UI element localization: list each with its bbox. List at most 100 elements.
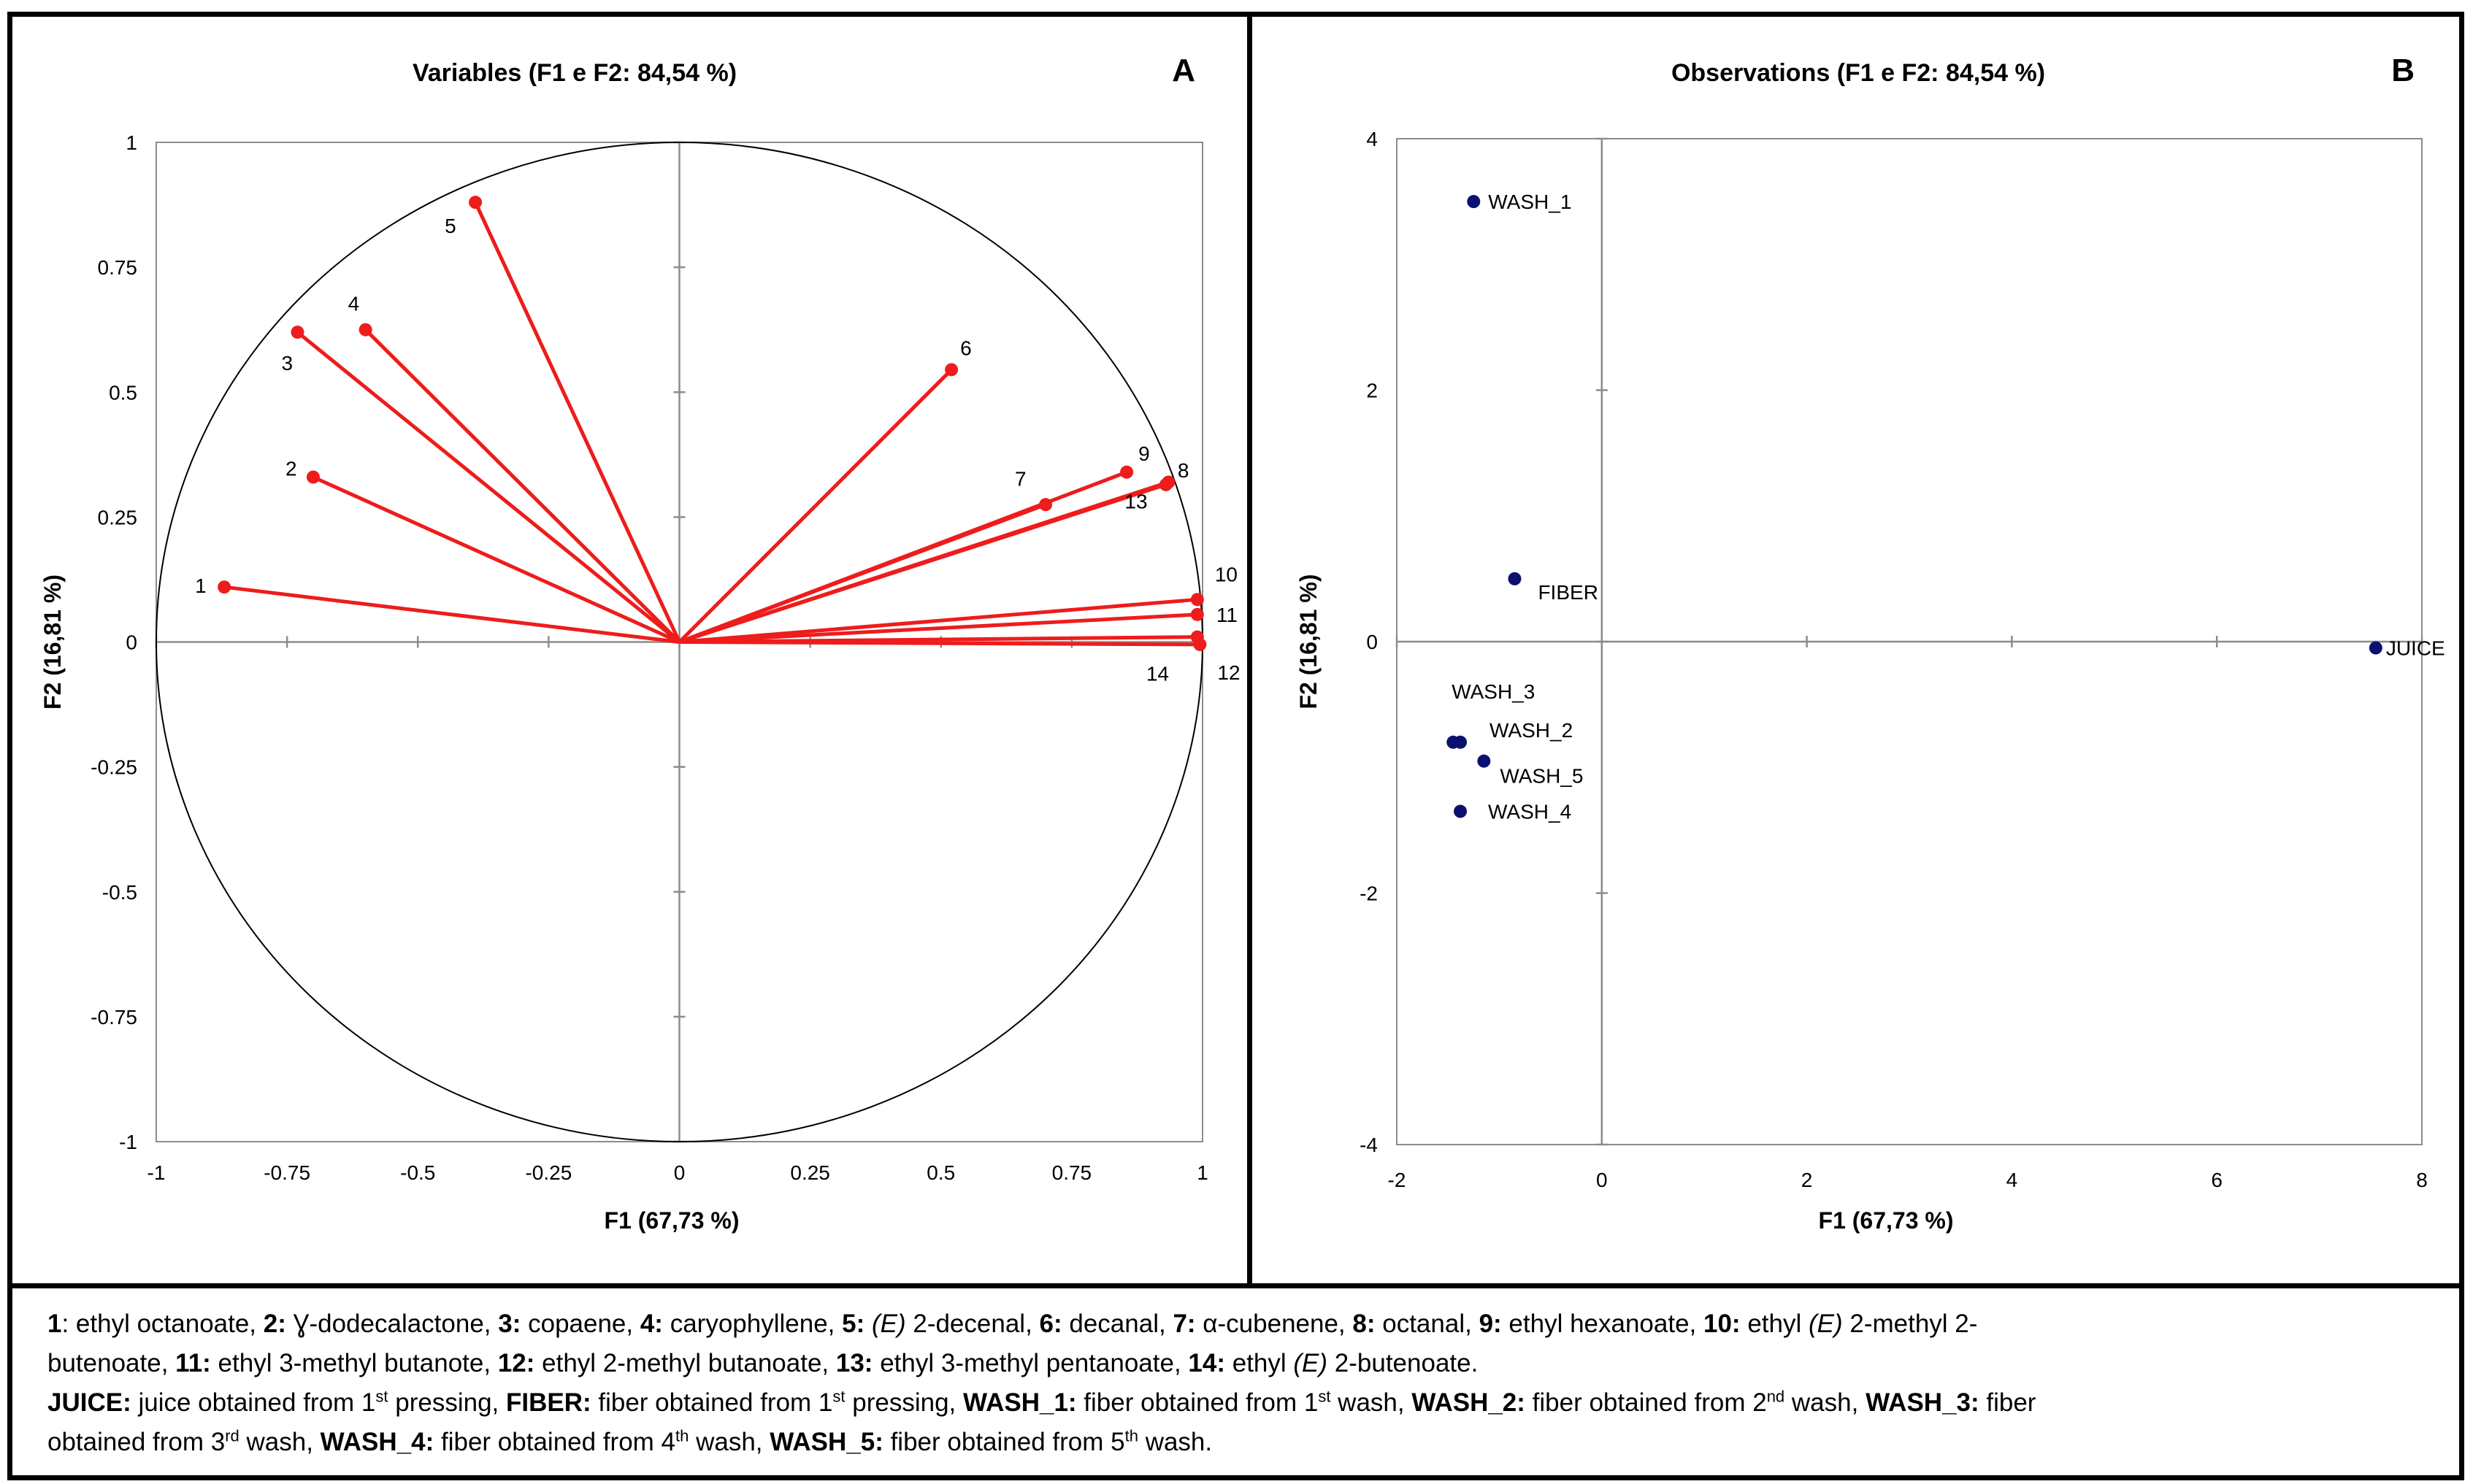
caption-line-2: butenoate, 11: ethyl 3-methyl butanote, …	[47, 1349, 1479, 1377]
caption-line-3: JUICE: juice obtained from 1st pressing,…	[47, 1387, 2036, 1417]
observations-chart: -2 0 2 4 6 8 4 2 0 -2 -4 WASH_1 FIBER JUICE WASH_3 WASH…	[1295, 53, 2445, 1234]
caption-key: 5:	[842, 1310, 865, 1338]
panel-label: B	[2391, 53, 2415, 88]
y-tick-label: 4	[1366, 128, 1378, 150]
observation-label: WASH_1	[1488, 191, 1571, 213]
observation-label: FIBER	[1538, 581, 1598, 604]
variable-point	[1190, 593, 1204, 607]
caption-stereo: (E)	[1808, 1310, 1843, 1338]
variable-vector	[473, 201, 681, 643]
caption-key: WASH_5:	[770, 1428, 883, 1456]
y-tick-label: 0.25	[98, 506, 138, 528]
variable-label: 11	[1216, 604, 1238, 626]
y-axis-title: F2 (16,81 %)	[39, 574, 66, 710]
caption-key: WASH_3:	[1866, 1388, 1979, 1417]
caption-key: 10:	[1703, 1310, 1741, 1338]
observation-point	[1477, 754, 1491, 768]
x-tick-label: 0	[674, 1161, 686, 1184]
caption-key: 9:	[1479, 1310, 1502, 1338]
x-tick-label: 4	[2006, 1169, 2018, 1191]
variable-vector	[678, 480, 1170, 644]
variable-label: 7	[1015, 467, 1027, 490]
variable-label: 14	[1146, 663, 1169, 685]
variable-vector	[679, 597, 1198, 644]
variable-point	[1190, 630, 1204, 644]
variable-point	[306, 470, 320, 484]
x-tick-label: 0.75	[1052, 1161, 1092, 1184]
y-tick-label: -1	[119, 1131, 137, 1153]
variable-point	[359, 323, 372, 337]
y-tick-label: -0.25	[91, 756, 137, 779]
x-tick-label: -2	[1388, 1169, 1406, 1191]
variable-vector	[679, 612, 1197, 644]
caption-key: 12:	[497, 1349, 535, 1377]
x-tick-label: 2	[1801, 1169, 1813, 1191]
panel-b: -2 0 2 4 6 8 4 2 0 -2 -4 WASH_1 FIBER JUICE WASH_3 WASH…	[1247, 12, 2464, 1289]
legend-caption: 1: ethyl octanoate, 2: Ɣ-dodecalactone, …	[7, 1283, 2464, 1480]
variable-point	[218, 580, 231, 594]
caption-key: 14:	[1188, 1349, 1225, 1377]
variable-vector	[364, 328, 681, 644]
caption-ordinal: th	[675, 1426, 689, 1445]
caption-ordinal: st	[1318, 1387, 1331, 1406]
y-tick-label: 0.5	[109, 381, 137, 404]
y-tick-label: -0.5	[102, 881, 137, 904]
variable-vector	[312, 475, 680, 644]
variable-label: 13	[1124, 490, 1147, 512]
panel-a: -1 -0.75 -0.5 -0.25 0 0.25 0.5 0.75 1 1 0.75 0.5 0.2…	[7, 12, 1253, 1289]
variable-label: 10	[1215, 563, 1238, 585]
observation-label: WASH_2	[1489, 719, 1573, 742]
caption-ordinal: rd	[225, 1426, 239, 1445]
x-tick-label: -0.5	[400, 1161, 435, 1184]
caption-key: 1	[47, 1310, 62, 1338]
x-tick-label: 0.5	[927, 1161, 955, 1184]
caption-stereo: (E)	[871, 1310, 906, 1338]
variable-vector	[296, 331, 681, 644]
caption-line-1: 1: ethyl octanoate, 2: Ɣ-dodecalactone, …	[47, 1310, 1978, 1338]
caption-key: 3:	[498, 1310, 521, 1338]
observation-point	[2369, 641, 2382, 655]
observation-point	[1454, 735, 1468, 749]
x-tick-label: 6	[2211, 1169, 2223, 1191]
variable-vector	[679, 635, 1197, 644]
y-tick-label: 0	[1366, 631, 1378, 653]
variable-point	[945, 363, 959, 377]
variable-label: 9	[1138, 442, 1150, 465]
caption-key: 8:	[1352, 1310, 1376, 1338]
variable-point	[469, 196, 483, 209]
x-tick-label: -0.75	[264, 1161, 310, 1184]
x-tick-label: 8	[2416, 1169, 2428, 1191]
variable-label: 3	[281, 352, 293, 374]
chart-title: Observations (F1 e F2: 84,54 %)	[1671, 59, 2045, 87]
y-axis-title: F2 (16,81 %)	[1295, 574, 1322, 710]
variable-label: 12	[1217, 661, 1240, 684]
observation-label: WASH_5	[1500, 765, 1583, 788]
variables-chart: -1 -0.75 -0.5 -0.25 0 0.25 0.5 0.75 110.750.50.2…	[39, 53, 1241, 1234]
panel-label: A	[1172, 53, 1195, 88]
x-tick-label: 0.25	[790, 1161, 830, 1184]
y-tick-label: 2	[1366, 380, 1378, 402]
variable-point	[1190, 607, 1204, 621]
caption-ordinal: th	[1124, 1426, 1138, 1445]
x-tick-label: -0.25	[525, 1161, 572, 1184]
variable-point	[1120, 465, 1134, 479]
variable-label: 1	[195, 574, 207, 597]
caption-key: WASH_2:	[1411, 1388, 1525, 1417]
variable-label: 2	[285, 458, 297, 480]
variable-vector	[678, 368, 953, 644]
x-axis-title: F1 (67,73 %)	[1819, 1207, 1954, 1234]
caption-ordinal: st	[375, 1387, 388, 1406]
observation-label: WASH_3	[1452, 680, 1535, 703]
chart-title: Variables (F1 e F2: 84,54 %)	[413, 59, 737, 87]
variable-label: 8	[1178, 459, 1189, 482]
caption-key: 7:	[1173, 1310, 1196, 1338]
variable-vector	[223, 585, 680, 644]
caption-key: JUICE:	[47, 1388, 131, 1417]
x-axis-title: F1 (67,73 %)	[605, 1207, 740, 1234]
variable-point	[291, 326, 304, 339]
caption-key: 6:	[1039, 1310, 1062, 1338]
variable-point	[1162, 475, 1176, 489]
observation-label: WASH_4	[1488, 801, 1571, 823]
y-tick-label: 1	[126, 131, 137, 154]
